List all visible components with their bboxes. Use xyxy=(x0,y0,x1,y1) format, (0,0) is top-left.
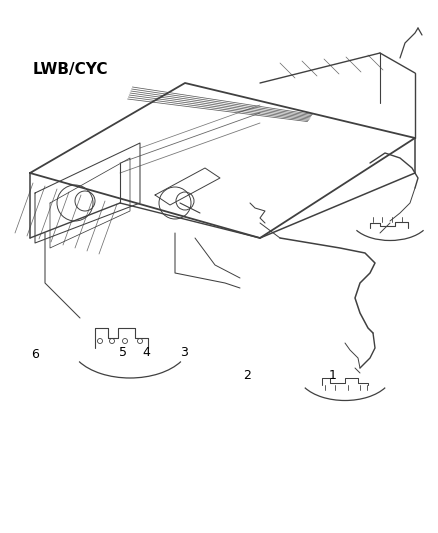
Text: 5: 5 xyxy=(119,346,127,359)
Text: 3: 3 xyxy=(180,346,188,359)
Text: 6: 6 xyxy=(31,348,39,361)
Text: 2: 2 xyxy=(244,369,251,382)
Text: 1: 1 xyxy=(329,369,337,382)
Text: 4: 4 xyxy=(143,346,151,359)
Text: LWB/CYC: LWB/CYC xyxy=(33,62,108,77)
